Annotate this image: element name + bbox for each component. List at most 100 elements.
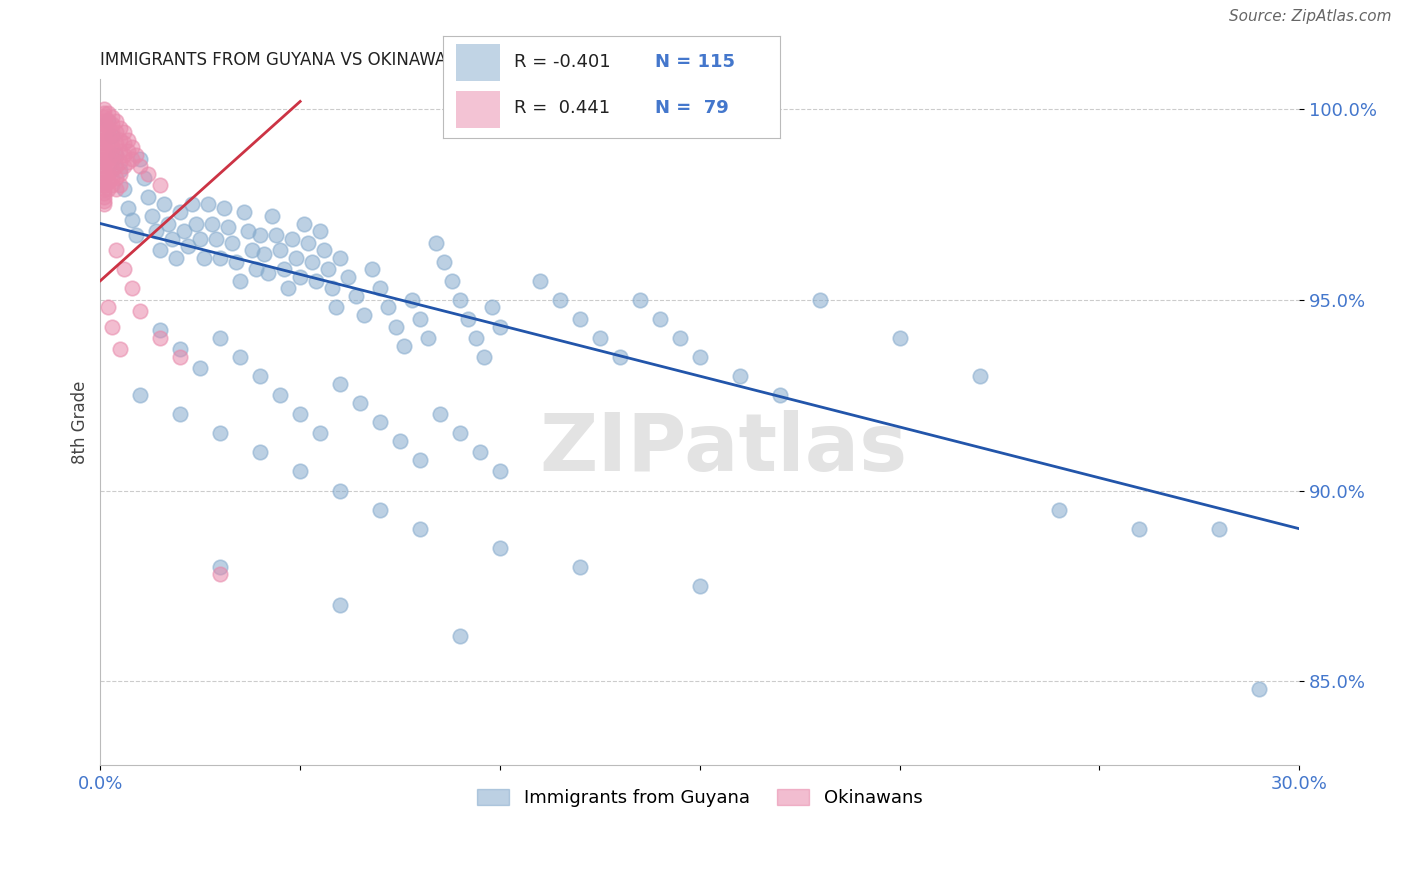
Point xyxy=(105,125,128,139)
Point xyxy=(93,152,115,166)
Point xyxy=(101,148,124,162)
Point xyxy=(129,304,152,318)
Point xyxy=(97,106,120,120)
Point xyxy=(101,178,124,193)
Point xyxy=(392,338,415,352)
Point xyxy=(409,312,432,326)
Point xyxy=(449,293,471,307)
Point xyxy=(105,244,128,258)
Point xyxy=(101,319,124,334)
Point xyxy=(105,148,128,162)
Point xyxy=(110,155,132,169)
Point xyxy=(409,522,432,536)
Point xyxy=(93,125,115,139)
Point xyxy=(401,293,423,307)
Point xyxy=(105,136,128,151)
Point xyxy=(465,331,488,345)
Point xyxy=(181,197,204,211)
Point xyxy=(353,308,375,322)
Point xyxy=(105,170,128,185)
Point xyxy=(93,148,115,162)
Point xyxy=(93,197,115,211)
Point xyxy=(240,244,263,258)
Point xyxy=(368,502,391,516)
Point xyxy=(889,331,911,345)
Point xyxy=(97,167,120,181)
Point xyxy=(149,244,172,258)
Point xyxy=(112,182,135,196)
Point xyxy=(344,289,367,303)
Point xyxy=(93,144,115,158)
Point xyxy=(93,159,115,173)
FancyBboxPatch shape xyxy=(457,44,501,81)
Point xyxy=(568,312,591,326)
Point xyxy=(169,407,191,421)
Point xyxy=(97,144,120,158)
Point xyxy=(93,182,115,196)
Point xyxy=(169,205,191,219)
Point xyxy=(149,178,172,193)
Text: Source: ZipAtlas.com: Source: ZipAtlas.com xyxy=(1229,9,1392,24)
Point xyxy=(93,170,115,185)
Point xyxy=(101,128,124,143)
Point xyxy=(105,113,128,128)
Point xyxy=(177,239,200,253)
Point xyxy=(93,140,115,154)
FancyBboxPatch shape xyxy=(457,91,501,128)
Point xyxy=(121,140,143,154)
Point xyxy=(269,244,291,258)
Text: R =  0.441: R = 0.441 xyxy=(513,99,610,117)
Point xyxy=(188,361,211,376)
Point xyxy=(325,301,347,315)
Point xyxy=(429,407,451,421)
Point xyxy=(149,323,172,337)
Point xyxy=(389,434,412,448)
Point xyxy=(97,159,120,173)
Point xyxy=(489,465,512,479)
Point xyxy=(93,106,115,120)
Point xyxy=(288,269,311,284)
Point xyxy=(329,483,352,498)
Point xyxy=(110,178,132,193)
Point xyxy=(93,190,115,204)
Point xyxy=(808,293,831,307)
Point xyxy=(309,224,332,238)
Text: N =  79: N = 79 xyxy=(655,99,730,117)
Point xyxy=(129,159,152,173)
Point xyxy=(433,254,456,268)
Point xyxy=(110,133,132,147)
Point xyxy=(217,220,239,235)
Point xyxy=(288,465,311,479)
Point xyxy=(93,163,115,178)
Point xyxy=(153,197,176,211)
Point xyxy=(162,232,184,246)
Point xyxy=(769,388,792,402)
Point xyxy=(329,598,352,612)
Point xyxy=(337,269,360,284)
Point xyxy=(212,201,235,215)
Point xyxy=(105,182,128,196)
Point xyxy=(110,121,132,136)
Point xyxy=(329,376,352,391)
Point xyxy=(377,301,399,315)
Point xyxy=(669,331,692,345)
Point xyxy=(169,343,191,357)
Point xyxy=(281,232,304,246)
Point xyxy=(121,212,143,227)
Point xyxy=(440,274,463,288)
Point xyxy=(238,224,260,238)
Point xyxy=(249,227,271,242)
Point xyxy=(349,396,371,410)
Point xyxy=(233,205,256,219)
Point xyxy=(221,235,243,250)
Point xyxy=(285,251,308,265)
Point xyxy=(305,274,328,288)
Point xyxy=(1249,681,1271,696)
Point xyxy=(489,319,512,334)
Point xyxy=(273,262,295,277)
Point xyxy=(93,102,115,116)
Point xyxy=(249,369,271,384)
Point xyxy=(149,331,172,345)
Point xyxy=(201,217,224,231)
Point xyxy=(110,343,132,357)
